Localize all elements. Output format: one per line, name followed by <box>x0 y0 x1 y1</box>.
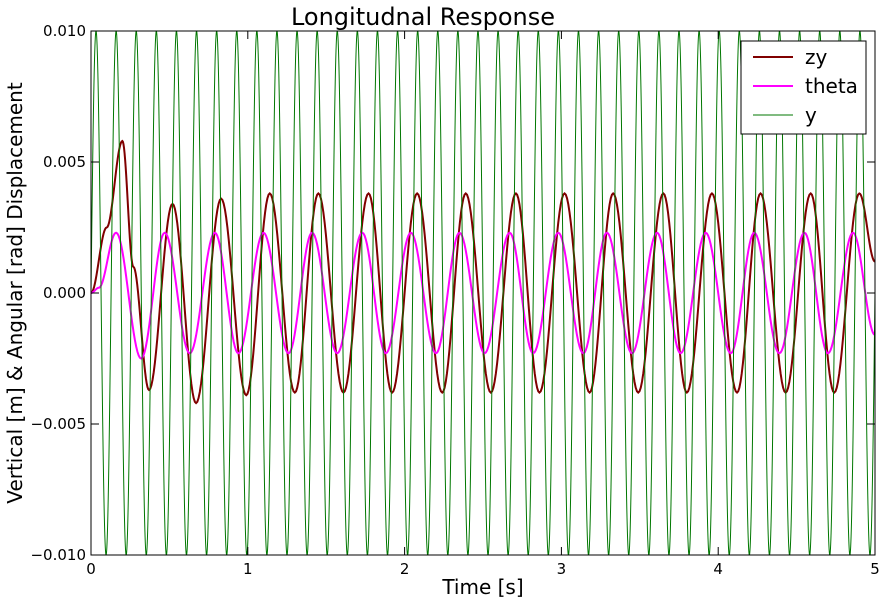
x-tick-label: 3 <box>557 560 567 578</box>
y-tick-label: 0.010 <box>43 22 86 40</box>
legend-label-theta: theta <box>805 74 858 98</box>
y-tick-label: −0.005 <box>30 415 86 433</box>
x-tick-label: 1 <box>243 560 253 578</box>
y-tick-label: 0.005 <box>43 153 86 171</box>
y-tick-label: 0.000 <box>43 284 86 302</box>
legend-label-y: y <box>805 103 817 127</box>
x-tick-label: 2 <box>400 560 410 578</box>
chart-title: Longitudnal Response <box>291 3 555 31</box>
tick-layer: 0 1 2 3 4 5 −0.010 −0.005 0.000 0.005 0.010 <box>30 22 879 578</box>
y-tick-label: −0.010 <box>30 546 86 564</box>
x-tick-label: 4 <box>713 560 723 578</box>
y-axis-label: Vertical [m] & Angular [rad] Displacemen… <box>3 82 27 504</box>
x-axis-label: Time [s] <box>441 575 523 599</box>
x-tick-label: 5 <box>870 560 880 578</box>
legend-label-zy: zy <box>805 45 827 69</box>
x-tick-label: 0 <box>86 560 96 578</box>
series-line-theta <box>91 231 875 360</box>
legend: zy theta y <box>740 40 867 135</box>
series-line-y <box>91 31 875 555</box>
series-layer <box>91 31 875 555</box>
